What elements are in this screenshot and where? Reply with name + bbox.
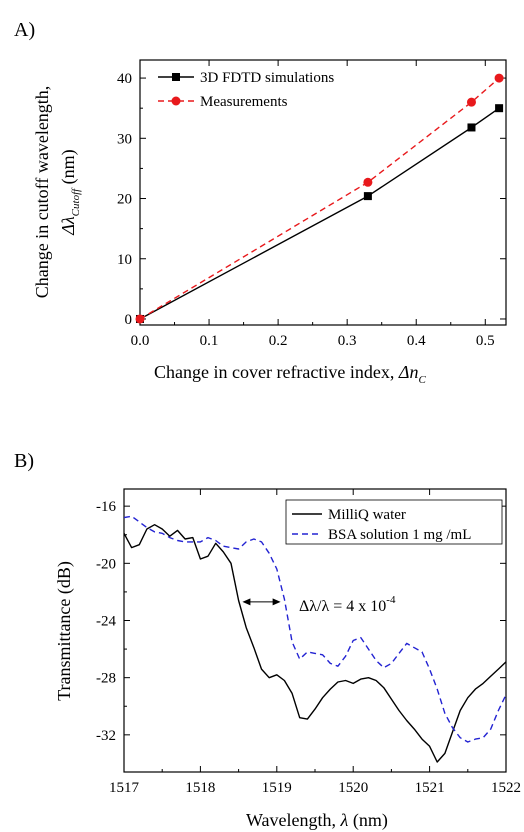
- panel-a-x-tick-label: 0.0: [131, 333, 150, 349]
- panel-b-y-tick-label: -32: [96, 728, 116, 744]
- panel-a-x-axis-label: Change in cover refractive index, ΔnC: [154, 362, 426, 386]
- panel-b-y-tick-label: -16: [96, 499, 116, 515]
- panel-a-series-0-line: [139, 107, 500, 320]
- panel-a-series-1-point: [494, 73, 504, 83]
- panel-b-legend-box: [285, 499, 503, 545]
- legend-a-simulation-label: 3D FDTD simulations: [200, 70, 334, 86]
- panel-a-series-0-point: [467, 123, 476, 132]
- legend-a-measurement-label: Measurements: [200, 94, 288, 110]
- panel-a-series-1-point: [466, 97, 476, 107]
- panel-b-ticks: 1517 1518 1519 1520 1521 1522 -16 -20 -24 -28 -32: [96, 489, 521, 796]
- panel-a-y-tick-label: 40: [117, 71, 132, 87]
- panel-a-series-1-point: [135, 314, 145, 324]
- panel-b-y-tick-label: -24: [96, 613, 116, 629]
- annotation-arrow-head-left: [242, 598, 251, 606]
- panel-a-x-tick-label: 0.5: [476, 333, 495, 349]
- panel-a-y-tick-label: 10: [117, 252, 132, 268]
- panel-b-series-1-line: [123, 515, 507, 743]
- annotation-arrow-head-right: [272, 598, 281, 606]
- panel-a-x-tick-label: 0.3: [338, 333, 357, 349]
- panel-a-chart: A) 0.0 0.1 0.2 0.3 0.4 0.5 0 10 20 30 40 3D FDTD s…: [14, 19, 507, 386]
- panel-a-letter: A): [14, 19, 35, 41]
- panel-a-series-1-point: [363, 177, 373, 187]
- panel-a-y-tick-label: 20: [117, 192, 132, 208]
- panel-a-series: [135, 73, 504, 324]
- legend-b-bsa-label: BSA solution 1 mg /mL: [328, 527, 471, 543]
- panel-a-x-tick-label: 0.4: [407, 333, 426, 349]
- annotation-text: Δλ/λ = 4 x 10-4: [299, 594, 396, 615]
- panel-b-series: [123, 515, 507, 763]
- legend-b-water-label: MilliQ water: [328, 507, 406, 523]
- panel-b-legend: MilliQ water BSA solution 1 mg /mL: [285, 499, 503, 545]
- panel-a-x-tick-label: 0.2: [269, 333, 288, 349]
- panel-b-annotation: Δλ/λ = 4 x 10-4: [242, 594, 396, 615]
- legend-a-simulation-marker: [172, 73, 180, 81]
- panel-a-series-0-point: [363, 192, 372, 201]
- panel-b-x-tick-label: 1522: [491, 780, 521, 796]
- panel-b-x-tick-label: 1518: [185, 780, 215, 796]
- panel-b-series-0-line: [123, 524, 507, 763]
- panel-b-letter: B): [14, 450, 34, 472]
- panel-a-y-tick-label: 30: [117, 131, 132, 147]
- panel-a-series-0-point: [495, 104, 504, 113]
- panel-b-x-tick-label: 1521: [415, 780, 445, 796]
- panel-a-plot-frame: [139, 59, 507, 326]
- panel-a-y-axis-label-line1: Change in cutoff wavelength,: [32, 86, 52, 299]
- panel-a-y-tick-label: 0: [125, 312, 133, 328]
- panel-a-y-axis-label-line2: ΔλCutoff (nm): [58, 149, 82, 235]
- panel-b-y-axis-label: Transmittance (dB): [54, 561, 75, 701]
- panel-a-x-tick-label: 0.1: [200, 333, 219, 349]
- panel-a-series-1-line: [139, 77, 500, 320]
- panel-b-y-tick-label: -28: [96, 671, 116, 687]
- panel-b-x-tick-label: 1517: [109, 780, 140, 796]
- panel-b-chart: B) 1517 1518 1519 1520 1521 1522 -16 -20 -24 -28 -…: [14, 450, 521, 831]
- panel-a-ticks: 0.0 0.1 0.2 0.3 0.4 0.5 0 10 20 30 40: [117, 60, 506, 349]
- panel-b-x-tick-label: 1520: [338, 780, 368, 796]
- panel-a-legend: 3D FDTD simulations Measurements: [158, 70, 334, 110]
- legend-a-measurement-marker: [171, 96, 181, 106]
- panel-b-x-tick-label: 1519: [262, 780, 292, 796]
- panel-b-x-axis-label: Wavelength, λ (nm): [246, 810, 388, 831]
- panel-b-y-tick-label: -20: [96, 556, 116, 572]
